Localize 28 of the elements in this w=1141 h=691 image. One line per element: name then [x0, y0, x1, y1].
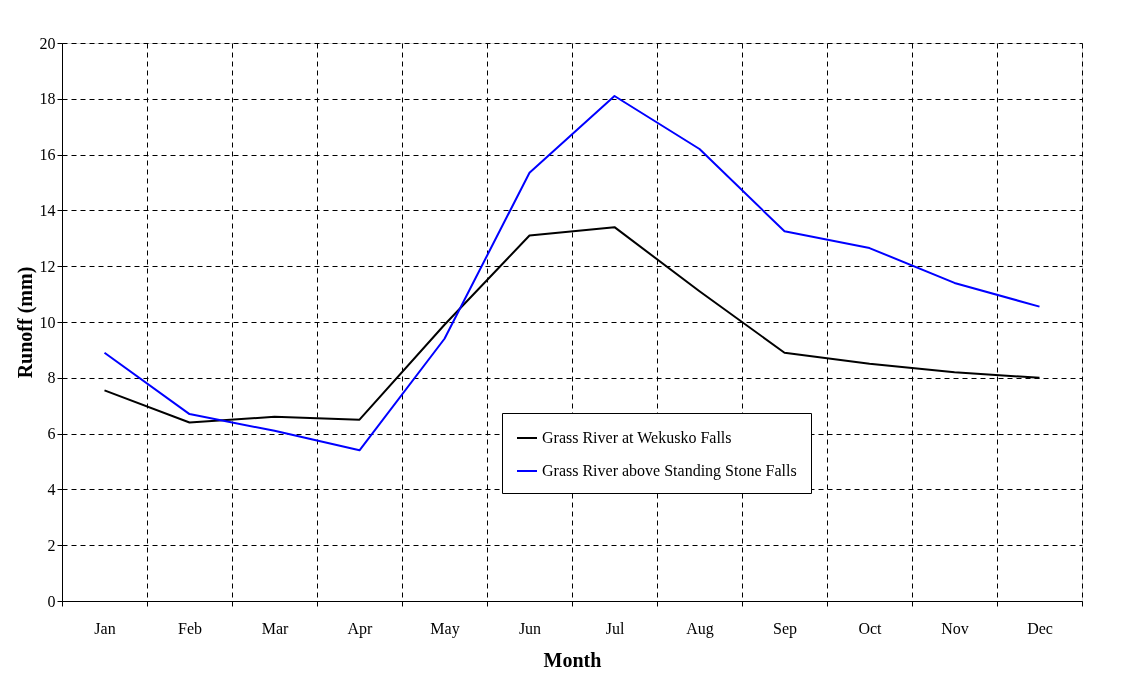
y-tick-label: 8: [47, 369, 56, 387]
y-tick-label: 16: [39, 146, 56, 164]
y-tick-label: 0: [47, 592, 56, 610]
x-tick-label: Dec: [1027, 619, 1053, 637]
legend-label: Grass River above Standing Stone Falls: [542, 462, 797, 480]
y-tick-label: 2: [47, 536, 56, 554]
x-tick-label: May: [430, 619, 460, 638]
x-tick-label: Aug: [686, 619, 714, 638]
x-tick-label: Mar: [261, 619, 289, 637]
y-tick-label: 12: [39, 257, 56, 275]
y-tick-label: 6: [47, 425, 56, 443]
x-tick-label: Sep: [773, 619, 797, 638]
y-axis-title: Runoff (mm): [13, 266, 37, 379]
x-axis-title: Month: [543, 648, 602, 671]
x-tick-label: Apr: [347, 619, 374, 638]
x-tick-label: Nov: [941, 619, 969, 637]
y-tick-label: 4: [47, 480, 56, 498]
x-tick-label: Jan: [94, 619, 116, 637]
y-tick-label: 18: [39, 90, 56, 108]
x-tick-label: Feb: [178, 619, 202, 637]
x-tick-label: Oct: [858, 619, 883, 637]
line-series: [103, 95, 1041, 452]
x-tick-label: Jul: [605, 619, 625, 637]
legend-label: Grass River at Wekusko Falls: [542, 429, 732, 446]
y-tick-label: 10: [39, 313, 56, 331]
y-tick-label: 20: [39, 34, 56, 52]
y-tick-label: 14: [39, 201, 56, 219]
x-tick-label: Jun: [518, 619, 542, 637]
